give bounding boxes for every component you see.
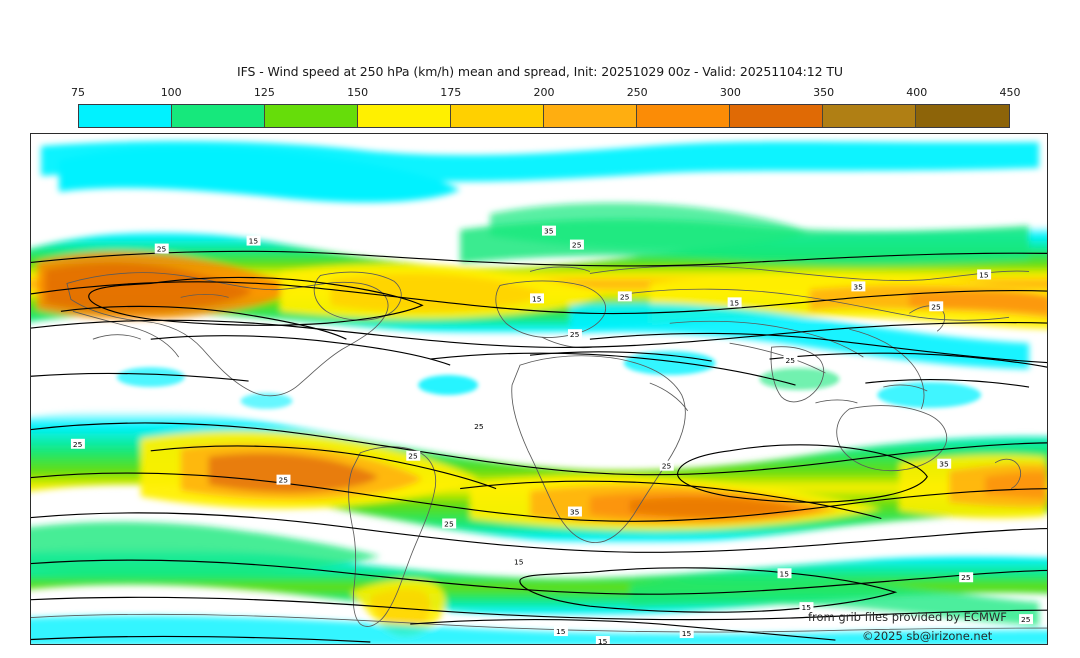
colorbar-segment-300-350 xyxy=(730,105,823,127)
svg-text:25: 25 xyxy=(73,440,83,449)
weather-map: 25 25 15 35 15 25 25 35 25 15 15 xyxy=(30,133,1048,645)
svg-text:15: 15 xyxy=(514,557,524,566)
spread-contours xyxy=(31,250,1047,643)
colorbar: 75 100 125 150 175 200 250 300 350 400 450 xyxy=(71,86,1021,128)
colorbar-segment-200-250 xyxy=(544,105,637,127)
svg-text:25: 25 xyxy=(408,452,418,461)
page-title: IFS - Wind speed at 250 hPa (km/h) mean … xyxy=(237,64,843,79)
svg-text:25: 25 xyxy=(1021,615,1031,624)
colorbar-tick-200: 200 xyxy=(533,86,555,99)
colorbar-segment-100-125 xyxy=(172,105,265,127)
shading-tropics xyxy=(116,351,982,409)
svg-text:15: 15 xyxy=(780,569,790,578)
svg-text:15: 15 xyxy=(979,270,989,279)
svg-text:15: 15 xyxy=(682,629,692,638)
colorbar-tick-400: 400 xyxy=(906,86,928,99)
map-canvas: 25 25 15 35 15 25 25 35 25 15 15 xyxy=(31,134,1047,644)
colorbar-segment-75-100 xyxy=(79,105,172,127)
svg-text:25: 25 xyxy=(279,476,289,485)
colorbar-tick-250: 250 xyxy=(626,86,648,99)
svg-text:25: 25 xyxy=(620,292,630,301)
svg-text:35: 35 xyxy=(939,460,949,469)
colorbar-tick-100: 100 xyxy=(160,86,182,99)
svg-text:15: 15 xyxy=(801,603,811,612)
colorbar-segment-175-200 xyxy=(451,105,544,127)
colorbar-segment-400-450 xyxy=(916,105,1009,127)
svg-text:25: 25 xyxy=(931,302,941,311)
colorbar-tick-150: 150 xyxy=(347,86,369,99)
svg-text:25: 25 xyxy=(786,356,796,365)
colorbar-tick-300: 300 xyxy=(719,86,741,99)
svg-text:35: 35 xyxy=(570,508,580,517)
colorbar-segment-250-300 xyxy=(637,105,730,127)
svg-text:25: 25 xyxy=(662,462,672,471)
colorbar-tick-350: 350 xyxy=(813,86,835,99)
svg-text:25: 25 xyxy=(444,519,454,528)
svg-text:15: 15 xyxy=(730,298,740,307)
svg-text:15: 15 xyxy=(598,637,608,644)
colorbar-tick-labels: 75 100 125 150 175 200 250 300 350 400 450 xyxy=(71,86,1021,102)
contour-labels: 25 25 15 35 15 25 25 35 25 15 15 xyxy=(70,225,1034,644)
svg-text:25: 25 xyxy=(961,573,971,582)
svg-text:35: 35 xyxy=(544,227,554,236)
svg-text:25: 25 xyxy=(570,330,580,339)
svg-text:15: 15 xyxy=(532,294,542,303)
colorbar-tick-75: 75 xyxy=(71,86,85,99)
svg-text:25: 25 xyxy=(572,241,582,250)
svg-text:35: 35 xyxy=(853,282,863,291)
svg-text:25: 25 xyxy=(474,422,484,431)
colorbar-segment-150-175 xyxy=(358,105,451,127)
colorbar-swatches xyxy=(78,104,1010,128)
colorbar-tick-450: 450 xyxy=(999,86,1021,99)
shading-northern-hemisphere xyxy=(31,141,1047,370)
copyright-credit: ©2025 sb@irizone.net xyxy=(862,629,993,643)
data-source-credit: from grib files provided by ECMWF xyxy=(808,610,1007,624)
svg-text:15: 15 xyxy=(249,237,259,246)
colorbar-segment-125-150 xyxy=(265,105,358,127)
coastlines xyxy=(31,265,1047,633)
svg-text:25: 25 xyxy=(157,245,167,254)
colorbar-segment-350-400 xyxy=(823,105,916,127)
colorbar-tick-175: 175 xyxy=(440,86,462,99)
colorbar-tick-125: 125 xyxy=(253,86,275,99)
svg-text:15: 15 xyxy=(556,627,566,636)
